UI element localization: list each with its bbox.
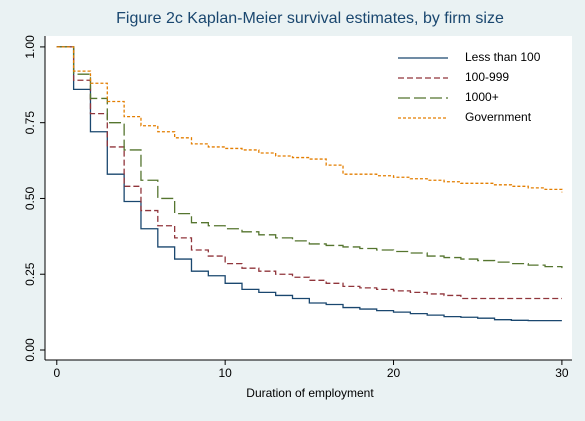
y-tick-label: 0.00 [23,338,37,362]
y-tick-label: 0.75 [23,111,37,135]
y-tick-label: 0.25 [23,262,37,286]
x-tick-label: 0 [53,366,60,380]
y-tick-label: 0.50 [23,186,37,210]
x-tick-label: 30 [555,366,569,380]
survival-line [56,46,562,300]
legend-box [390,45,568,131]
survival-line [56,46,563,269]
survival-line [56,46,562,322]
legend-label: 100-999 [465,70,509,84]
legend-label: 1000+ [465,90,499,104]
x-tick-label: 10 [218,366,232,380]
x-axis-label: Duration of employment [246,386,374,400]
x-tick-label: 20 [387,366,401,380]
chart-title: Figure 2c Kaplan-Meier survival estimate… [116,10,504,27]
y-tick-label: 1.00 [23,35,37,59]
legend-label: Less than 100 [465,50,541,64]
legend-label: Government [465,110,532,124]
survival-line [56,46,563,193]
